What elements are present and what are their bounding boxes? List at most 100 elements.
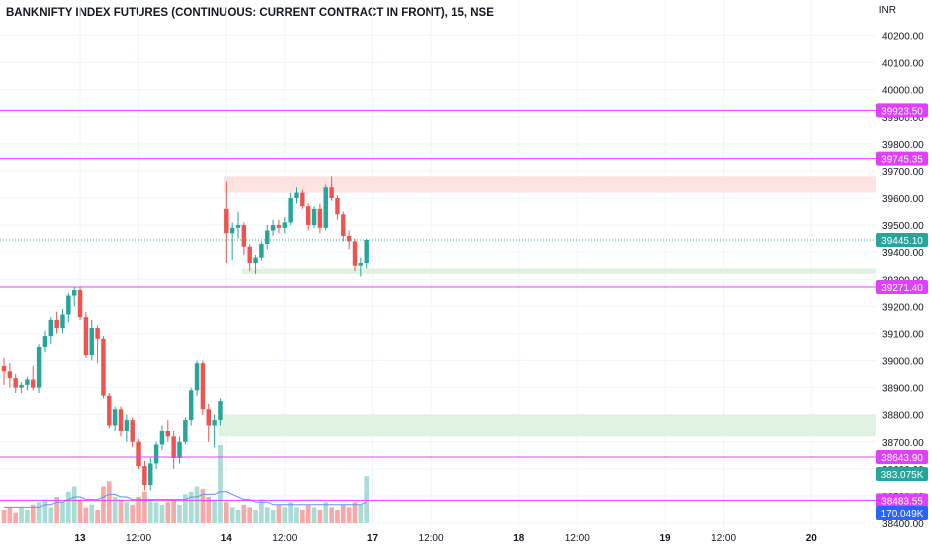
level-price-tag: 39923.50 [881,106,923,117]
volume-bar [95,510,100,523]
candle-body [241,225,247,247]
volume-bar [305,504,311,523]
volume-bar [253,510,258,523]
volume-bar [30,504,36,523]
x-tick-label: 12:00 [419,533,444,544]
volume-bar [130,504,136,523]
candle-body [60,314,65,329]
volume-bar [259,499,264,523]
volume-bar [241,504,247,523]
volume-bar [183,494,188,523]
volume-bar [317,510,323,523]
candle-body [229,227,235,234]
volume-bar [25,510,30,523]
y-tick-label: 39900.00 [882,113,924,124]
volume-bar [229,507,235,523]
y-tick-label: 38700.00 [882,438,924,449]
candle-body [358,263,364,266]
volume-bar [42,499,48,523]
candle-body [200,363,206,410]
volume-bar [77,499,83,523]
y-tick-label: 40200.00 [882,32,924,43]
volume-bar [101,486,106,523]
candle-body [25,379,30,385]
candle-body [159,430,165,445]
y-tick-label: 39000.00 [882,357,924,368]
candle-body [317,208,323,228]
volume-bar [153,502,159,523]
candle-body [294,192,299,199]
y-tick-label: 39400.00 [882,248,924,259]
volume-bar [364,476,370,523]
candle-body [89,328,94,356]
candle-body [300,192,305,207]
volume-bar [223,502,229,523]
candle-body [83,317,89,356]
last-price-tag-bg [876,232,928,247]
chart-title: BANKNIFTY INDEX FUTURES (CONTINUOUS: CUR… [6,7,494,19]
candle-body [352,241,358,266]
candle-body [276,225,282,228]
y-tick-label: 39600.00 [882,194,924,205]
y-tick-label: 39100.00 [882,329,924,340]
level-price-tag: 39271.40 [881,283,923,294]
volume-bar [177,504,182,523]
volume-bar [83,507,89,523]
candle-body [36,346,42,388]
candle-body [107,395,112,426]
candle-body [112,409,118,426]
x-tick-label: 19 [659,533,671,544]
candle-body [288,198,293,223]
candle-body [305,206,311,226]
candle-body [282,222,288,228]
volume-bar [19,507,24,523]
candle-body [341,214,346,236]
volume-bar [112,497,118,523]
volume-bar [346,507,352,523]
volume-bar [270,510,276,523]
volume-bar [235,510,241,523]
volume-bar [311,507,317,523]
volume-ma-line [4,491,367,508]
demand-zone [218,414,876,437]
volume-bar [1,510,7,523]
candle-body [130,420,135,442]
candle-body [48,319,54,337]
level-price-tag-bg [876,280,928,295]
candle-body [177,441,182,459]
volume-bar [89,504,95,523]
y-tick-label: 40000.00 [882,86,924,97]
volume-bar [124,502,130,523]
currency-label: INR [878,5,896,16]
volume-bar [54,497,59,523]
supply-zone [224,176,877,193]
x-tick-label: 12:00 [565,533,590,544]
volume-bar [300,510,305,523]
candle-body [329,187,334,199]
level-price-tag: 38643.90 [881,453,923,464]
candle-body [153,444,159,464]
volume-bar [218,445,223,523]
y-tick-label: 39800.00 [882,140,924,151]
volume-bar [288,502,293,523]
volume-ma-tag: 170.049K [881,509,924,520]
volume-bar [171,499,176,523]
volume-bar [48,507,54,523]
volume-bar [340,504,346,523]
level-price-tag: 39745.35 [881,155,923,166]
candle-body [13,378,18,388]
candle-body [165,430,171,437]
volume-bar [329,507,334,523]
candle-body [212,420,217,426]
volume-bar [7,507,13,523]
y-tick-label: 39500.00 [882,221,924,232]
y-tick-label: 38400.00 [882,519,924,530]
candle-body [364,240,369,264]
y-tick-label: 39200.00 [882,302,924,313]
volume-bar [276,504,282,523]
candle-body [323,187,328,228]
volume-bar [147,499,153,523]
candle-body [183,420,188,442]
candle-body [265,230,270,245]
